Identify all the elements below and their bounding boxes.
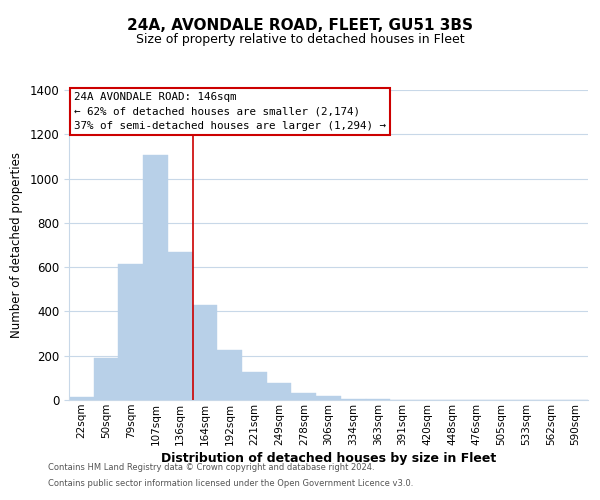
Text: Contains public sector information licensed under the Open Government Licence v3: Contains public sector information licen… [48,478,413,488]
Bar [168,252,193,400]
Bar [193,305,217,400]
Bar [217,350,242,400]
Bar [292,394,316,400]
Text: 24A AVONDALE ROAD: 146sqm
← 62% of detached houses are smaller (2,174)
37% of se: 24A AVONDALE ROAD: 146sqm ← 62% of detac… [74,92,386,131]
Text: Contains HM Land Registry data © Crown copyright and database right 2024.: Contains HM Land Registry data © Crown c… [48,464,374,472]
Bar [365,399,390,400]
Y-axis label: Number of detached properties: Number of detached properties [10,152,23,338]
X-axis label: Distribution of detached houses by size in Fleet: Distribution of detached houses by size … [161,452,496,465]
Bar [267,384,292,400]
Bar [118,264,143,400]
Text: 24A, AVONDALE ROAD, FLEET, GU51 3BS: 24A, AVONDALE ROAD, FLEET, GU51 3BS [127,18,473,32]
Bar [316,396,341,400]
Bar [242,372,267,400]
Bar [94,358,118,400]
Bar [69,396,94,400]
Text: Size of property relative to detached houses in Fleet: Size of property relative to detached ho… [136,32,464,46]
Bar [341,399,365,400]
Bar [143,156,168,400]
